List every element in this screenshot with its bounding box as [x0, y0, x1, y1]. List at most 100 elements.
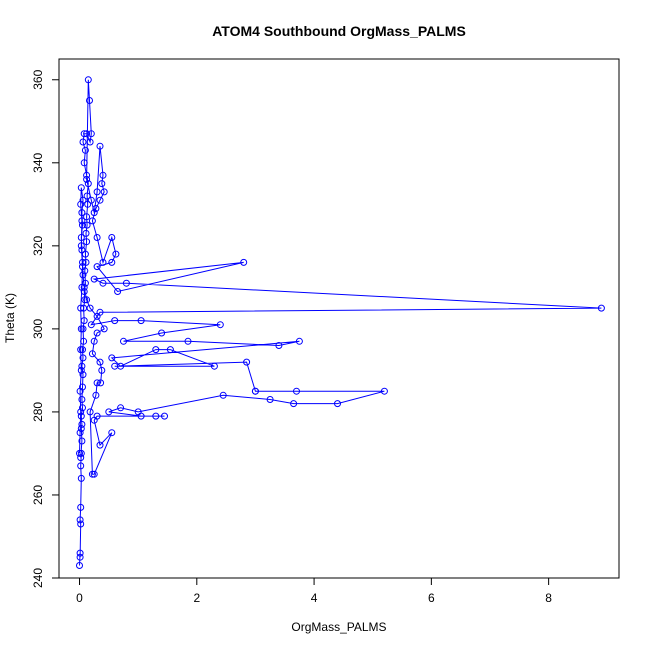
data-point	[77, 412, 85, 420]
data-point	[76, 562, 83, 569]
data-point	[76, 553, 84, 561]
data-point	[79, 371, 87, 379]
data-point	[80, 283, 88, 291]
data-point	[88, 350, 96, 358]
data-point	[82, 229, 90, 237]
data-point	[99, 258, 107, 266]
data-point	[117, 404, 125, 412]
data-point	[112, 250, 120, 258]
data-point	[77, 325, 85, 333]
data-point	[81, 146, 89, 154]
data-point	[166, 346, 174, 354]
data-point	[78, 283, 86, 291]
data-point	[96, 196, 104, 204]
y-tick-label: 360	[31, 69, 45, 89]
data-point	[78, 217, 86, 225]
data-point	[152, 346, 160, 354]
y-tick-label: 260	[31, 485, 45, 505]
data-point	[111, 362, 119, 370]
data-point	[240, 258, 248, 266]
data-point	[114, 288, 122, 295]
data-point	[83, 221, 91, 229]
data-point	[80, 288, 88, 295]
data-point	[275, 342, 283, 349]
data-point	[79, 271, 87, 279]
data-point	[79, 263, 86, 271]
data-point	[79, 404, 86, 412]
chart-title: ATOM4 Southbound OrgMass_PALMS	[212, 23, 466, 39]
data-point	[161, 412, 168, 420]
data-point	[83, 130, 91, 138]
data-point	[99, 279, 107, 287]
data-point	[210, 362, 218, 370]
data-point	[83, 296, 91, 304]
data-point	[92, 391, 100, 399]
data-point	[93, 312, 101, 320]
x-tick-label: 4	[311, 591, 318, 605]
data-point	[137, 412, 145, 420]
data-point	[76, 387, 84, 395]
data-point	[79, 138, 87, 146]
data-point	[83, 213, 91, 221]
data-point	[295, 337, 303, 345]
data-point	[76, 516, 84, 524]
data-point	[80, 130, 88, 138]
data-point	[96, 358, 104, 366]
data-point	[93, 379, 101, 387]
data-point	[243, 358, 251, 366]
data-point	[100, 325, 108, 333]
data-point	[76, 429, 84, 437]
data-point	[108, 429, 116, 437]
data-point	[380, 387, 388, 395]
data-point	[79, 258, 86, 266]
data-point	[88, 217, 96, 225]
data-point	[78, 396, 86, 403]
data-point	[78, 420, 86, 428]
data-point	[334, 400, 341, 408]
data-point	[251, 387, 259, 395]
data-point	[219, 391, 227, 399]
data-point	[79, 354, 87, 362]
data-point	[88, 470, 96, 478]
data-point	[216, 321, 224, 329]
data-point	[82, 258, 90, 266]
data-point	[77, 234, 85, 241]
data-point	[77, 346, 85, 354]
y-tick-label: 300	[31, 319, 45, 339]
x-tick-label: 0	[76, 591, 83, 605]
data-point	[87, 130, 95, 138]
data-point	[122, 279, 130, 287]
data-point	[86, 304, 94, 312]
data-point	[79, 221, 86, 229]
y-tick-label: 320	[31, 236, 45, 256]
data-point	[96, 142, 104, 150]
x-tick-label: 2	[193, 591, 200, 605]
data-point	[84, 200, 92, 208]
y-axis-label: Theta (K)	[3, 293, 17, 343]
data-point	[290, 400, 298, 408]
data-point	[77, 462, 85, 470]
x-tick-label: 8	[545, 591, 552, 605]
data-point	[77, 200, 85, 208]
data-point	[93, 329, 101, 337]
data-point	[158, 329, 166, 337]
x-axis-label: OrgMass_PALMS	[291, 620, 386, 634]
x-axis: 0 2 4 6 8	[76, 577, 552, 605]
data-point	[81, 267, 89, 275]
data-point	[83, 192, 91, 200]
data-point	[79, 196, 87, 204]
data-point	[86, 138, 94, 146]
data-point	[77, 366, 85, 374]
data-point	[84, 76, 92, 84]
data-point	[77, 425, 85, 432]
data-point	[83, 171, 91, 179]
data-point	[93, 234, 101, 241]
data-point	[105, 408, 113, 416]
data-point	[90, 337, 98, 345]
data-point	[97, 379, 105, 387]
data-point	[83, 238, 91, 246]
series-group	[76, 76, 605, 569]
